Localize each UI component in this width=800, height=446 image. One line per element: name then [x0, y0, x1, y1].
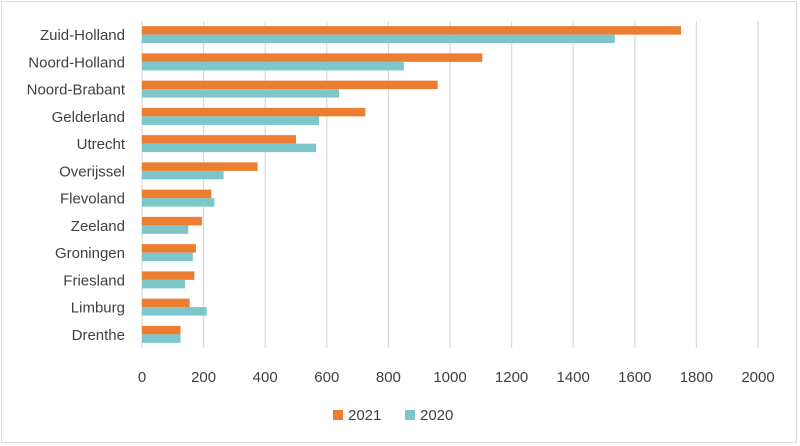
x-tick-label: 600: [314, 369, 339, 386]
bar-2020-gelderland: [142, 116, 320, 125]
legend: 2021 2020: [333, 407, 453, 424]
bar-2021-limburg: [142, 298, 190, 308]
bar-2021-noord-holland: [142, 53, 483, 62]
bar-2021-friesland: [142, 271, 195, 280]
bar-2020-noord-brabant: [142, 89, 340, 98]
bar-2021-gelderland: [142, 107, 366, 117]
category-label: Noord-Brabant: [27, 82, 126, 99]
category-label: Flevoland: [60, 191, 125, 208]
bar-2021-noord-brabant: [142, 80, 438, 90]
category-label: Noord-Holland: [28, 54, 125, 71]
category-label: Utrecht: [77, 136, 126, 153]
category-label: Zuid-Holland: [40, 27, 125, 44]
bar-2020-zuid-holland: [142, 34, 615, 44]
category-label: Gelderland: [52, 109, 125, 126]
category-label: Friesland: [63, 272, 125, 289]
x-tick-label: 0: [138, 369, 146, 386]
x-tick-label: 2000: [741, 369, 774, 386]
x-tick-label: 1800: [680, 369, 713, 386]
category-label: Zeeland: [71, 218, 125, 235]
bar-2021-drenthe: [142, 325, 181, 335]
bar-2020-groningen: [142, 252, 193, 262]
bar-2021-overijssel: [142, 162, 258, 171]
legend-label-2021: 2021: [348, 407, 381, 424]
x-tick-label: 1200: [495, 369, 528, 386]
x-tick-labels: 0 200 400 600 800 1000 1200 1400 1600 1800 2000: [138, 369, 775, 386]
category-label: Drenthe: [72, 327, 125, 344]
bar-2020-friesland: [142, 279, 186, 289]
x-tick-label: 1600: [618, 369, 651, 386]
category-label: Groningen: [55, 245, 125, 262]
bar-2020-noord-holland: [142, 61, 404, 71]
bar-2021-zeeland: [142, 216, 203, 226]
x-tick-label: 800: [376, 369, 401, 386]
bars: [142, 26, 681, 343]
x-tick-label: 1400: [557, 369, 590, 386]
bar-2020-zeeland: [142, 225, 189, 234]
bar-2020-overijssel: [142, 170, 224, 180]
legend-label-2020: 2020: [420, 407, 453, 424]
x-tick-label: 1000: [433, 369, 466, 386]
bar-2020-limburg: [142, 307, 207, 316]
legend-swatch-2021: [333, 410, 343, 420]
bar-2021-flevoland: [142, 189, 212, 199]
category-labels: Zuid-Holland Noord-Holland Noord-Brabant Ge…: [27, 27, 126, 344]
x-tick-label: 400: [253, 369, 278, 386]
bar-2021-groningen: [142, 244, 196, 253]
bar-2020-flevoland: [142, 198, 215, 207]
bar-2020-utrecht: [142, 143, 317, 153]
category-label: Overijssel: [59, 163, 125, 180]
legend-swatch-2020: [405, 410, 415, 420]
bar-2021-zuid-holland: [142, 26, 681, 35]
category-label: Limburg: [71, 300, 125, 317]
gridlines: [141, 21, 759, 348]
bar-2020-drenthe: [142, 334, 181, 343]
bar-2021-utrecht: [142, 135, 296, 144]
x-tick-label: 200: [191, 369, 216, 386]
